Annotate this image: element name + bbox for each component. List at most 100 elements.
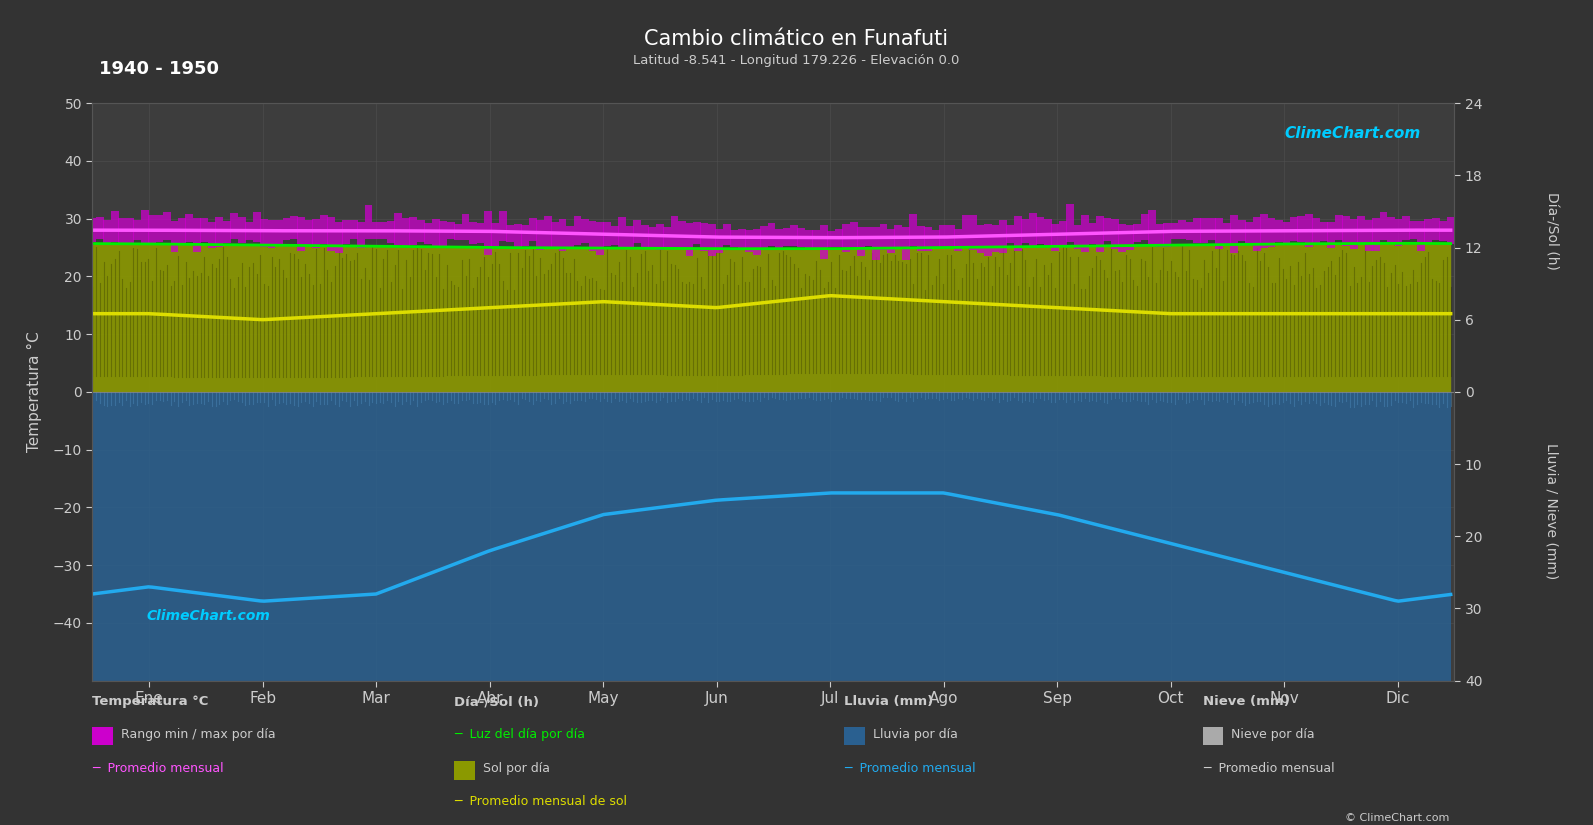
Bar — [887, 229, 895, 252]
Bar — [1201, 219, 1209, 243]
Bar — [634, 219, 640, 243]
Bar — [1141, 214, 1149, 240]
Bar — [193, 218, 201, 252]
Bar — [484, 211, 492, 255]
Bar — [1446, 217, 1454, 244]
Bar — [1215, 219, 1223, 249]
Bar — [1133, 224, 1141, 242]
Text: Nieve (mm): Nieve (mm) — [1203, 695, 1289, 709]
Bar — [126, 219, 134, 244]
Bar — [924, 227, 932, 251]
Bar — [253, 212, 261, 243]
Text: Día-/Sol (h): Día-/Sol (h) — [1545, 192, 1558, 270]
Bar — [118, 219, 126, 246]
Bar — [1110, 219, 1118, 249]
Bar — [685, 223, 693, 257]
Bar — [954, 229, 962, 251]
Bar — [596, 222, 604, 255]
Bar — [768, 224, 776, 246]
Bar — [492, 223, 499, 248]
Bar — [1297, 215, 1305, 242]
Bar — [342, 220, 350, 244]
Text: ClimeChart.com: ClimeChart.com — [1284, 126, 1421, 141]
Bar — [304, 220, 312, 246]
Bar — [365, 205, 373, 239]
Bar — [932, 230, 940, 248]
Bar — [865, 228, 873, 246]
Bar — [999, 220, 1007, 253]
Text: ─  Promedio mensual: ─ Promedio mensual — [92, 762, 225, 776]
Text: Lluvia / Nieve (mm): Lluvia / Nieve (mm) — [1545, 443, 1558, 580]
Bar — [707, 224, 715, 256]
Bar — [1082, 215, 1090, 252]
Bar — [626, 226, 634, 248]
Bar — [312, 219, 320, 248]
Bar — [1230, 214, 1238, 253]
Bar — [140, 210, 148, 244]
Bar — [170, 221, 178, 252]
Bar — [1185, 222, 1193, 240]
Bar — [134, 219, 142, 240]
Y-axis label: Temperatura °C: Temperatura °C — [27, 332, 41, 452]
Bar — [984, 224, 992, 257]
Bar — [401, 218, 409, 246]
Bar — [857, 228, 865, 257]
Bar — [798, 228, 806, 248]
Bar — [409, 217, 417, 246]
Bar — [468, 222, 476, 244]
Bar — [379, 222, 387, 239]
Bar — [918, 226, 924, 251]
Bar — [1305, 214, 1313, 247]
Bar — [1043, 219, 1051, 245]
Bar — [977, 224, 984, 253]
Bar — [96, 217, 104, 239]
Bar — [1416, 221, 1424, 251]
Bar — [969, 215, 977, 250]
Bar — [604, 222, 612, 246]
Bar — [207, 222, 215, 248]
Bar — [327, 217, 335, 251]
Bar — [1029, 213, 1037, 247]
Bar — [1088, 224, 1096, 243]
Bar — [902, 227, 910, 261]
Bar — [395, 213, 403, 245]
Bar — [730, 230, 738, 247]
Bar — [1007, 225, 1015, 243]
Bar — [424, 223, 432, 244]
Bar — [962, 214, 970, 247]
Bar — [752, 229, 760, 255]
Bar — [543, 216, 551, 248]
Bar — [1171, 223, 1179, 239]
Bar — [1394, 219, 1402, 247]
Bar — [223, 221, 231, 243]
Text: Lluvia por día: Lluvia por día — [873, 728, 957, 741]
Text: Rango min / max por día: Rango min / max por día — [121, 728, 276, 741]
Bar — [551, 222, 559, 247]
Bar — [827, 231, 835, 247]
Bar — [507, 224, 515, 242]
Bar — [746, 230, 753, 252]
Bar — [276, 220, 284, 244]
Bar — [1268, 218, 1276, 247]
Bar — [656, 224, 664, 250]
Bar — [566, 226, 573, 247]
Text: ─  Promedio mensual de sol: ─ Promedio mensual de sol — [454, 795, 628, 808]
Bar — [1252, 217, 1260, 251]
Bar — [417, 219, 425, 243]
Bar — [1402, 215, 1410, 240]
Bar — [1260, 214, 1268, 248]
Bar — [1349, 219, 1357, 248]
Bar — [1021, 219, 1029, 243]
Bar — [790, 225, 798, 247]
Bar — [1388, 217, 1395, 242]
Bar — [446, 222, 454, 239]
Bar — [1126, 225, 1134, 250]
Bar — [260, 219, 268, 247]
Bar — [559, 219, 567, 251]
Bar — [515, 224, 523, 248]
Bar — [1357, 216, 1365, 243]
Bar — [1163, 223, 1171, 247]
Bar — [849, 222, 857, 247]
Bar — [715, 229, 723, 253]
Bar — [776, 229, 782, 249]
